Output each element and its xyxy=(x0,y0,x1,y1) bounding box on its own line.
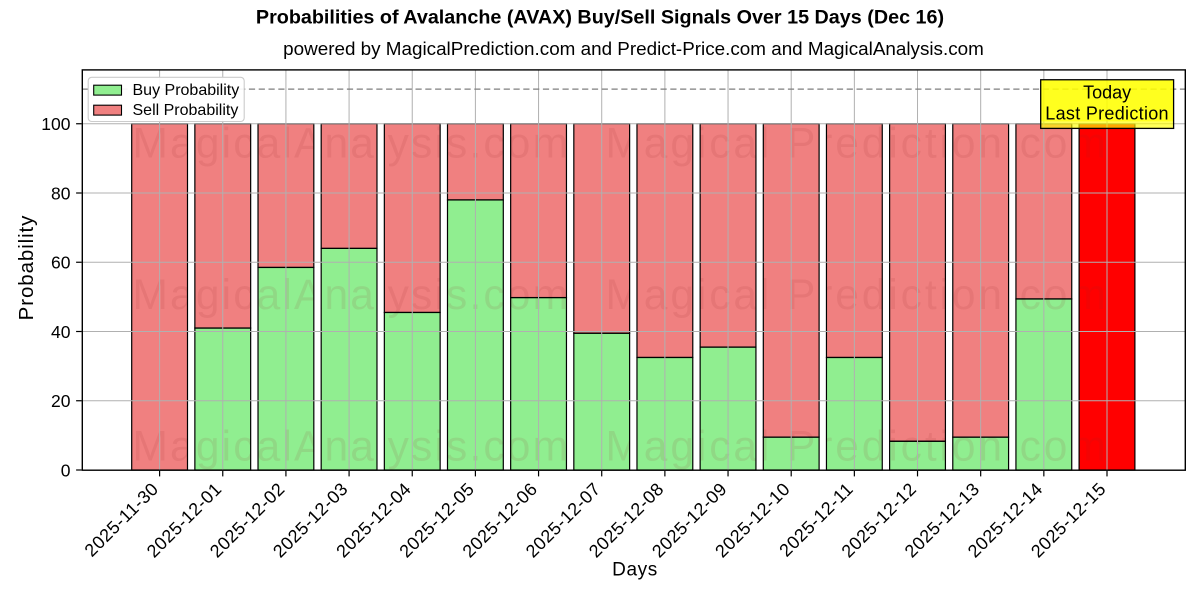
svg-text:Probability: Probability xyxy=(15,215,38,321)
svg-text:Magical Prediction.com: Magical Prediction.com xyxy=(606,121,1109,168)
svg-text:MagicalAnalysis.com: MagicalAnalysis.com xyxy=(133,121,571,168)
svg-text:Magical Prediction.com: Magical Prediction.com xyxy=(606,272,1109,319)
svg-text:powered by MagicalPrediction.c: powered by MagicalPrediction.com and Pre… xyxy=(283,38,984,59)
svg-text:Sell Probability: Sell Probability xyxy=(133,102,239,119)
svg-text:Days: Days xyxy=(612,560,658,581)
svg-text:40: 40 xyxy=(51,322,71,342)
svg-text:MagicalAnalysis.com: MagicalAnalysis.com xyxy=(133,272,571,319)
svg-text:Probabilities of Avalanche (AV: Probabilities of Avalanche (AVAX) Buy/Se… xyxy=(256,6,944,28)
svg-text:Last Prediction: Last Prediction xyxy=(1045,103,1169,123)
svg-text:20: 20 xyxy=(51,391,71,411)
svg-text:Magical Prediction.com: Magical Prediction.com xyxy=(606,424,1109,471)
svg-text:80: 80 xyxy=(51,183,71,203)
svg-text:MagicalAnalysis.com: MagicalAnalysis.com xyxy=(133,424,571,471)
svg-text:Buy Probability: Buy Probability xyxy=(133,82,240,99)
svg-text:100: 100 xyxy=(41,114,70,134)
svg-text:60: 60 xyxy=(51,253,71,273)
svg-text:Today: Today xyxy=(1083,82,1131,102)
svg-text:0: 0 xyxy=(61,460,71,480)
